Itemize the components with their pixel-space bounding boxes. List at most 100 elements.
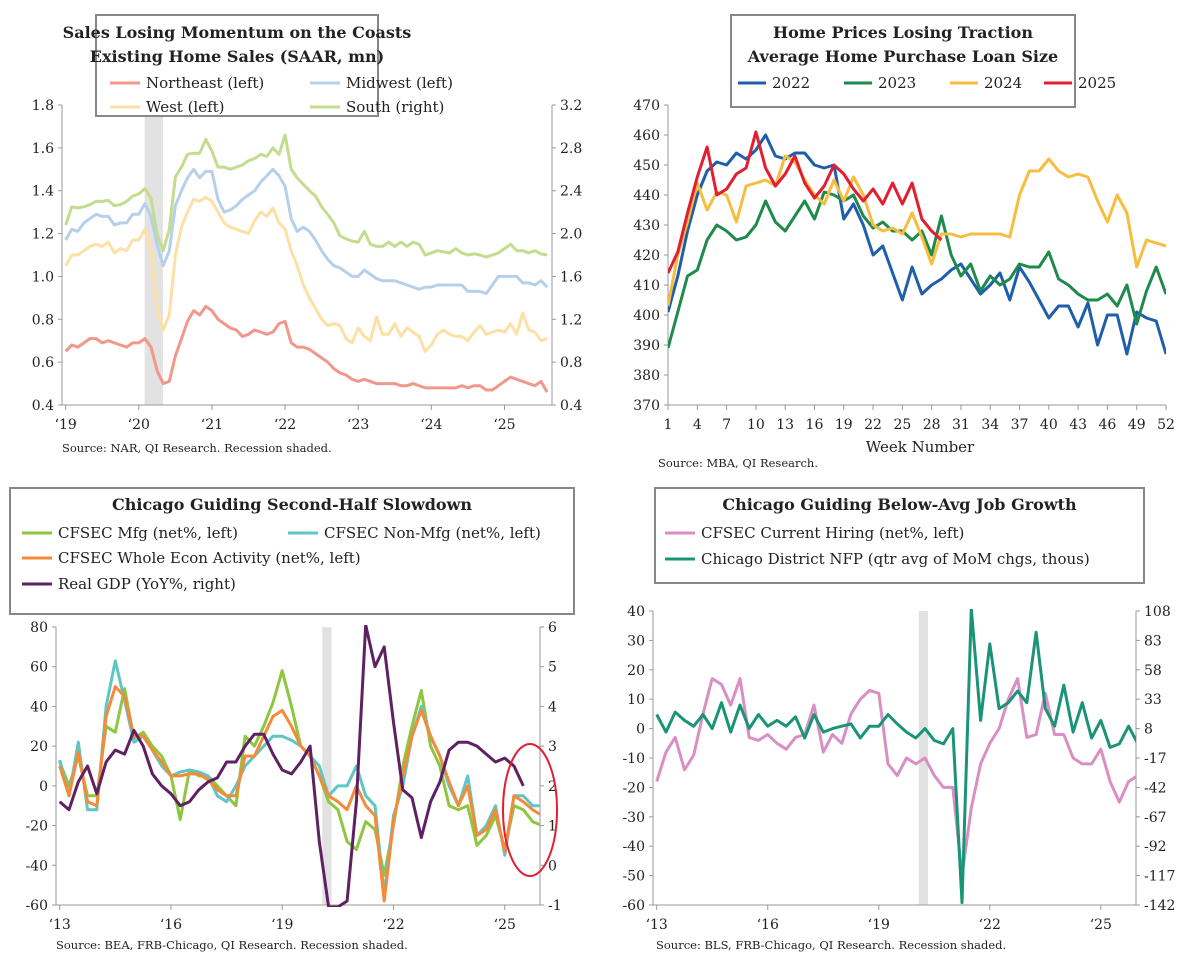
- left-tick-label: 1.6: [32, 141, 54, 157]
- hiring-nfp-chart: 40 30 20 10 0 -10 -20 -30 -40 -50 -60 108 83 58 33 8 -17…: [622, 487, 1175, 952]
- recession-shading: [322, 627, 332, 905]
- legend-label: CFSEC Mfg (net%, left): [58, 524, 238, 542]
- right-tick-label: 108: [1144, 604, 1171, 620]
- x-tick-label: 13: [776, 417, 794, 433]
- chart-subtitle: Existing Home Sales (SAAR, mn): [90, 47, 384, 66]
- right-tick-label: 0.8: [560, 355, 582, 371]
- x-tick-label: ‘19: [868, 917, 890, 933]
- left-tick-label: 10: [627, 692, 645, 708]
- right-tick-label: 2: [548, 779, 557, 795]
- series-line-midwest-left: [64, 167, 549, 296]
- series-line-cfsec-whole-econ-activity-net-left: [58, 685, 540, 903]
- left-tick-label: 40: [627, 604, 645, 620]
- x-tick-label: ‘19: [55, 417, 77, 433]
- left-tick-label: -20: [622, 780, 645, 796]
- right-tick-label: -1: [548, 898, 562, 914]
- chart-title: Home Prices Losing Traction: [773, 23, 1033, 42]
- left-tick-label: 390: [633, 338, 660, 354]
- left-tick-label: 30: [627, 633, 645, 649]
- x-tick-label: 49: [1128, 417, 1146, 433]
- cfsec-gdp-chart: 80 60 40 20 0 -20 -40 -60 6 5 4 3 2 1 0 -1 ‘13 ‘16 ‘19 ‘22 ‘…: [9, 487, 575, 952]
- x-tick-label: 52: [1157, 417, 1175, 433]
- left-tick-label: 40: [30, 699, 48, 715]
- x-tick-label: 19: [835, 417, 853, 433]
- x-tick-label: ‘20: [128, 417, 150, 433]
- left-tick-label: -30: [622, 810, 645, 826]
- chart-panel-existing-home-sales: 1.8 1.6 1.4 1.2 1.0 0.8 0.6 0.4 3.2 2.8 2.4 2.0 1.6 1…: [0, 0, 600, 470]
- legend-label: 2025: [1078, 74, 1116, 92]
- legend-box: [654, 487, 1145, 584]
- right-tick-label: 8: [1144, 722, 1153, 738]
- x-tick-label: 46: [1098, 417, 1116, 433]
- left-tick-label: 0.6: [32, 355, 54, 371]
- right-tick-label: 2.0: [560, 227, 582, 243]
- left-tick-label: 470: [633, 98, 660, 114]
- left-tick-label: 370: [633, 398, 660, 414]
- x-tick-label: ‘25: [494, 917, 516, 933]
- x-tick-label: ‘22: [274, 417, 296, 433]
- x-tick-label: ‘21: [201, 417, 223, 433]
- existing-home-sales-chart: 1.8 1.6 1.4 1.2 1.0 0.8 0.6 0.4 3.2 2.8 2.4 2.0 1.6 1…: [32, 14, 582, 455]
- left-tick-label: 20: [627, 663, 645, 679]
- left-tick-label: -50: [622, 869, 645, 885]
- left-tick-label: 450: [633, 158, 660, 174]
- x-tick-label: 25: [893, 417, 911, 433]
- chart-subtitle: Average Home Purchase Loan Size: [747, 47, 1058, 66]
- right-tick-label: -92: [1144, 839, 1167, 855]
- left-tick-label: 1.4: [32, 184, 54, 200]
- x-tick-label: 1: [664, 417, 673, 433]
- legend-label: Northeast (left): [146, 74, 264, 92]
- right-tick-label: 3.2: [560, 98, 582, 114]
- series-line-2024: [668, 154, 1166, 307]
- left-tick-label: 0.4: [32, 398, 54, 414]
- legend-label: CFSEC Non-Mfg (net%, left): [324, 524, 541, 542]
- left-tick-label: -60: [25, 898, 48, 914]
- series-line-northeast-left: [64, 304, 549, 393]
- chart-title: Sales Losing Momentum on the Coasts: [63, 23, 412, 42]
- legend-label: Real GDP (YoY%, right): [58, 575, 236, 593]
- right-tick-label: 2.8: [560, 141, 582, 157]
- right-tick-label: 4: [548, 699, 557, 715]
- right-tick-label: -17: [1144, 751, 1167, 767]
- left-tick-label: -20: [25, 819, 48, 835]
- right-tick-label: 2.4: [560, 184, 582, 200]
- left-tick-label: 0: [636, 722, 645, 738]
- left-tick-label: -40: [25, 858, 48, 874]
- x-tick-label: ‘13: [49, 917, 71, 933]
- legend-box: [9, 487, 575, 615]
- right-tick-label: -117: [1144, 869, 1175, 885]
- legend-label: Chicago District NFP (qtr avg of MoM chg…: [701, 550, 1090, 568]
- x-tick-label: ‘25: [1090, 917, 1112, 933]
- legend-box: [730, 14, 1076, 108]
- x-tick-label: ‘16: [160, 917, 182, 933]
- legend-label: 2022: [772, 74, 810, 92]
- source-note: Source: NAR, QI Research. Recession shad…: [62, 441, 332, 455]
- left-tick-label: 430: [633, 218, 660, 234]
- left-tick-label: -40: [622, 839, 645, 855]
- left-tick-label: 440: [633, 188, 660, 204]
- x-tick-label: 10: [747, 417, 765, 433]
- left-tick-label: 420: [633, 248, 660, 264]
- right-tick-label: 6: [548, 620, 557, 636]
- left-tick-label: -10: [622, 751, 645, 767]
- chart-panel-cfsec-gdp: 80 60 40 20 0 -20 -40 -60 6 5 4 3 2 1 0 -1 ‘13 ‘16 ‘19 ‘22 ‘…: [0, 478, 600, 964]
- legend-label: CFSEC Whole Econ Activity (net%, left): [58, 549, 361, 567]
- right-tick-label: 83: [1144, 633, 1162, 649]
- left-tick-label: 0.8: [32, 312, 54, 328]
- series-line-south-right: [64, 133, 548, 259]
- left-tick-label: 80: [30, 620, 48, 636]
- x-axis-title: Week Number: [866, 438, 975, 456]
- x-tick-label: 43: [1069, 417, 1087, 433]
- legend-label: CFSEC Current Hiring (net%, left): [701, 524, 964, 542]
- series-line-2023: [668, 190, 1166, 349]
- right-tick-label: -42: [1144, 780, 1167, 796]
- left-tick-label: 410: [633, 278, 660, 294]
- left-tick-label: 1.2: [32, 227, 54, 243]
- legend-label: West (left): [146, 98, 225, 116]
- chart-panel-loan-size: 470 460 450 440 430 420 410 400 390 380 370 1 4 7 10 13…: [600, 0, 1200, 478]
- x-tick-label: ‘25: [493, 417, 515, 433]
- x-tick-label: ‘22: [382, 917, 404, 933]
- x-tick-label: 40: [1040, 417, 1058, 433]
- series-line-chicago-district-nfp-qtr-avg-of-mom-chgs-thous: [655, 609, 1136, 905]
- chart-panel-hiring-nfp: 40 30 20 10 0 -10 -20 -30 -40 -50 -60 108 83 58 33 8 -17…: [600, 478, 1200, 964]
